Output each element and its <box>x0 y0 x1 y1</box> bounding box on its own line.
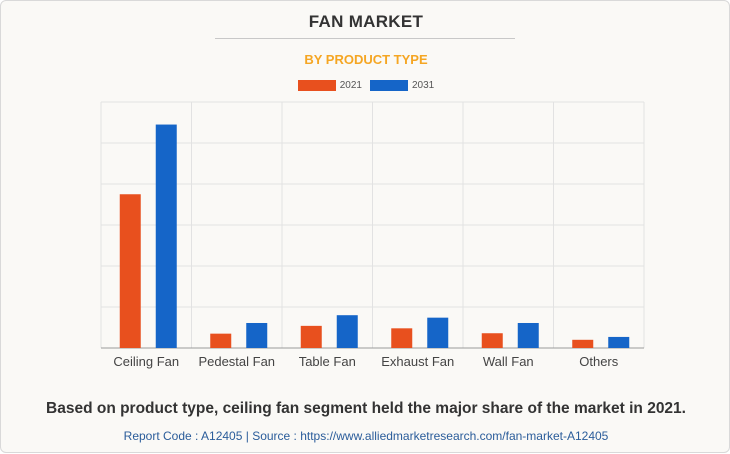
source-line: Report Code : A12405 | Source : https://… <box>123 429 609 443</box>
legend-item-2021[interactable]: 2021 <box>297 80 362 91</box>
x-tick-label: Wall Fan <box>483 354 534 369</box>
bar-2031-ceiling-fan <box>155 124 177 348</box>
bar-2021-table-fan <box>300 325 322 348</box>
bar-2031-exhaust-fan <box>427 317 449 348</box>
chart-legend: 2021 2031 <box>1 80 730 91</box>
x-tick-label: Ceiling Fan <box>113 354 179 369</box>
x-tick-label: Exhaust Fan <box>381 354 454 369</box>
chart-caption: Based on product type, ceiling fan segme… <box>46 400 686 417</box>
bar-2021-exhaust-fan <box>391 328 413 348</box>
bar-2031-wall-fan <box>517 322 539 348</box>
bar-2021-others <box>572 339 594 348</box>
legend-swatch-2021 <box>297 80 336 91</box>
bar-2021-pedestal-fan <box>210 333 232 348</box>
chart-subtitle: BY PRODUCT TYPE <box>304 52 428 67</box>
legend-swatch-2031 <box>370 80 408 91</box>
bar-2031-others <box>608 336 630 348</box>
bar-2021-ceiling-fan <box>119 194 141 348</box>
bar-2021-wall-fan <box>481 333 503 348</box>
legend-label-2021: 2021 <box>339 80 362 91</box>
x-tick-label: Pedestal Fan <box>198 354 275 369</box>
bar-2031-pedestal-fan <box>246 322 268 348</box>
legend-label-2031: 2031 <box>412 80 435 91</box>
title-divider <box>215 38 515 39</box>
chart-title: FAN MARKET <box>308 12 424 31</box>
bar-2031-table-fan <box>336 315 358 348</box>
legend-item-2031[interactable]: 2031 <box>370 80 434 91</box>
x-tick-label: Table Fan <box>299 354 356 369</box>
x-tick-label: Others <box>579 354 619 369</box>
